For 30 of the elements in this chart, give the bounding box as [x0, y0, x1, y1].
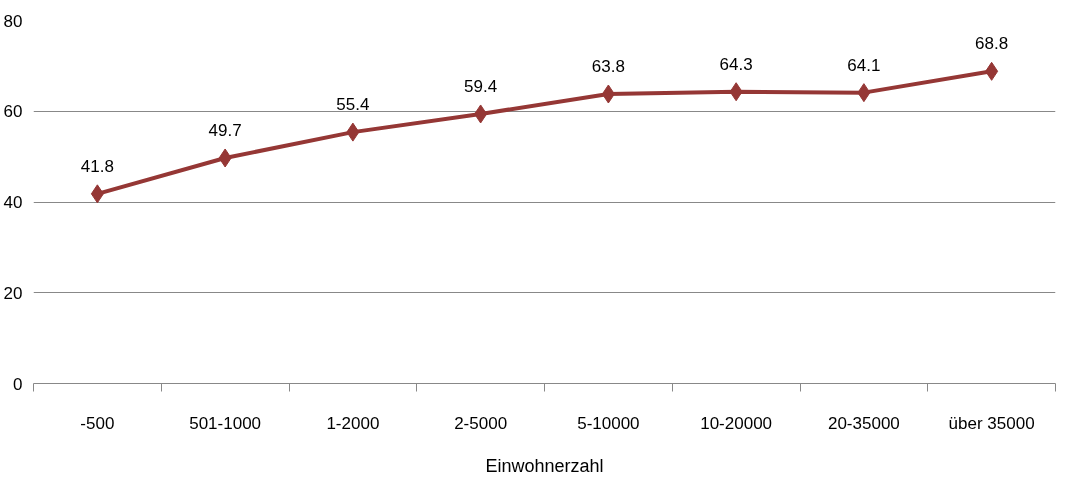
- data-label: 41.8: [80, 156, 114, 176]
- data-label: 64.3: [719, 54, 753, 74]
- data-label: 64.1: [847, 55, 881, 75]
- data-label: 59.4: [464, 76, 498, 96]
- x-tick-label: 10-20000: [700, 413, 773, 433]
- point: [729, 82, 743, 102]
- x-tick-label: 501-1000: [189, 413, 262, 433]
- data-label: 63.8: [591, 57, 625, 77]
- x-tick-label: über 35000: [948, 413, 1035, 433]
- y-tick-label: 0: [13, 374, 23, 394]
- point: [346, 122, 360, 142]
- y-tick-label: 40: [3, 193, 23, 212]
- point: [90, 184, 104, 204]
- y-tick-label: 20: [3, 283, 23, 303]
- data-label: 49.7: [208, 120, 242, 140]
- data-label: 55.4: [336, 95, 370, 115]
- point: [601, 84, 615, 104]
- x-tick-label: 5-10000: [577, 413, 640, 433]
- x-tick-label: 1-2000: [326, 413, 380, 433]
- x-tick-label: 2-5000: [454, 413, 508, 433]
- data-label: 68.8: [975, 34, 1009, 54]
- y-tick-label: 60: [3, 102, 23, 122]
- x-axis-title: Einwohnerzahl: [485, 455, 604, 476]
- point: [985, 61, 999, 81]
- point: [218, 148, 232, 168]
- point: [474, 104, 488, 124]
- y-tick-label: 80: [3, 11, 23, 31]
- point: [857, 83, 871, 103]
- x-tick-label: -500: [80, 413, 115, 433]
- x-tick-label: 20-35000: [827, 413, 900, 433]
